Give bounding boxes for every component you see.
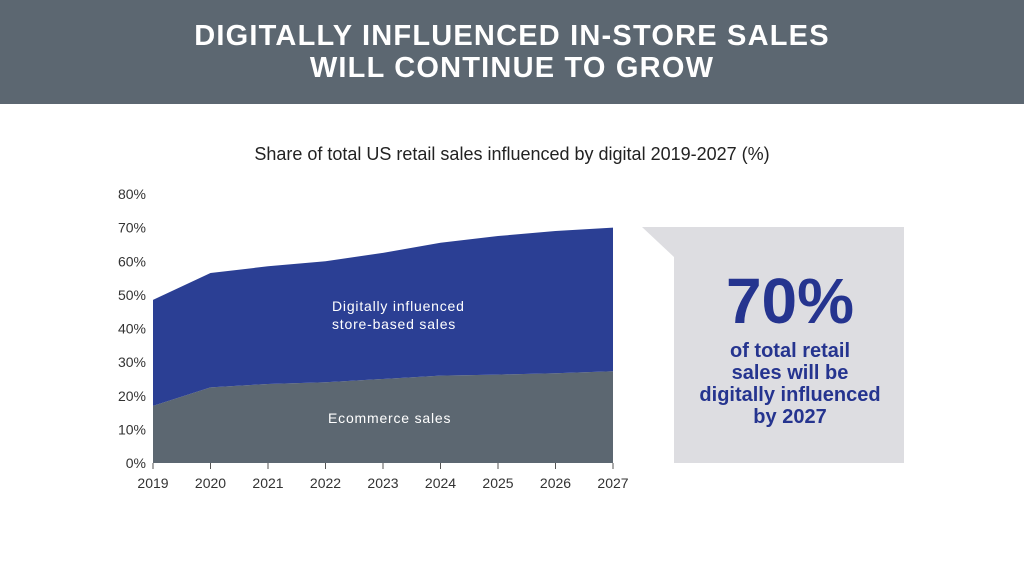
callout-line1: of total retail: [729, 340, 850, 362]
y-tick-label: 80%: [118, 186, 146, 202]
store-area-label: store-based sales: [332, 316, 456, 332]
area-labels: Digitally influenced store-based sales Eco…: [328, 298, 465, 426]
x-tick-label: 2024: [425, 475, 456, 491]
x-tick-label: 2026: [540, 475, 571, 491]
y-axis-ticks: 0% 10% 20% 30% 40% 50% 60% 70% 80%: [118, 186, 146, 471]
header-banner: DIGITALLY INFLUENCED IN-STORE SALES WILL…: [0, 0, 1024, 104]
callout-line4: by 2027: [753, 406, 827, 428]
area-ecommerce: [153, 371, 613, 463]
ecommerce-area-label: Ecommerce sales: [328, 410, 451, 426]
store-area-label: Digitally influenced: [332, 298, 465, 314]
x-tick-label: 2025: [482, 475, 513, 491]
header-title-line2: WILL CONTINUE TO GROW: [309, 52, 715, 84]
x-tick-label: 2022: [310, 475, 341, 491]
y-tick-label: 60%: [118, 253, 146, 269]
x-axis-ticks: 2019 2020 2021 2022 2023 2024 2025 2026 2027: [137, 463, 629, 491]
y-tick-label: 10%: [118, 421, 146, 437]
y-tick-label: 0%: [126, 455, 146, 471]
y-tick-label: 30%: [118, 354, 146, 370]
x-tick-label: 2023: [367, 475, 398, 491]
callout-box: [642, 227, 904, 463]
y-tick-label: 50%: [118, 287, 146, 303]
area-store-based: [153, 227, 613, 406]
x-tick-label: 2021: [252, 475, 283, 491]
chart-title: Share of total US retail sales influence…: [254, 144, 770, 164]
x-tick-label: 2027: [597, 475, 628, 491]
y-tick-label: 40%: [118, 321, 146, 337]
chart-areas: [153, 227, 613, 463]
x-tick-label: 2020: [195, 475, 226, 491]
callout-line2: sales will be: [731, 362, 849, 384]
callout-line3: digitally influenced: [699, 384, 881, 406]
callout-value: 70%: [725, 265, 855, 337]
header-title-line1: DIGITALLY INFLUENCED IN-STORE SALES: [194, 20, 830, 52]
x-tick-label: 2019: [137, 475, 168, 491]
y-tick-label: 20%: [118, 388, 146, 404]
y-tick-label: 70%: [118, 220, 146, 236]
callout-text: of total retail sales will be digitally …: [674, 340, 906, 428]
